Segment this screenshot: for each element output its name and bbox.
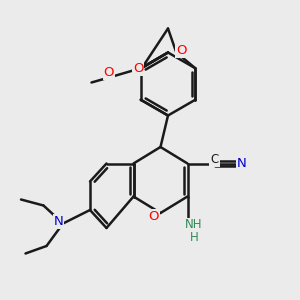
Text: N: N: [54, 214, 63, 228]
Text: O: O: [149, 210, 159, 223]
Text: C: C: [210, 153, 219, 167]
Text: O: O: [133, 62, 143, 75]
Text: N: N: [237, 157, 247, 170]
Text: O: O: [104, 66, 114, 80]
Text: NH: NH: [185, 218, 203, 232]
Text: O: O: [176, 44, 187, 57]
Text: H: H: [190, 231, 199, 244]
